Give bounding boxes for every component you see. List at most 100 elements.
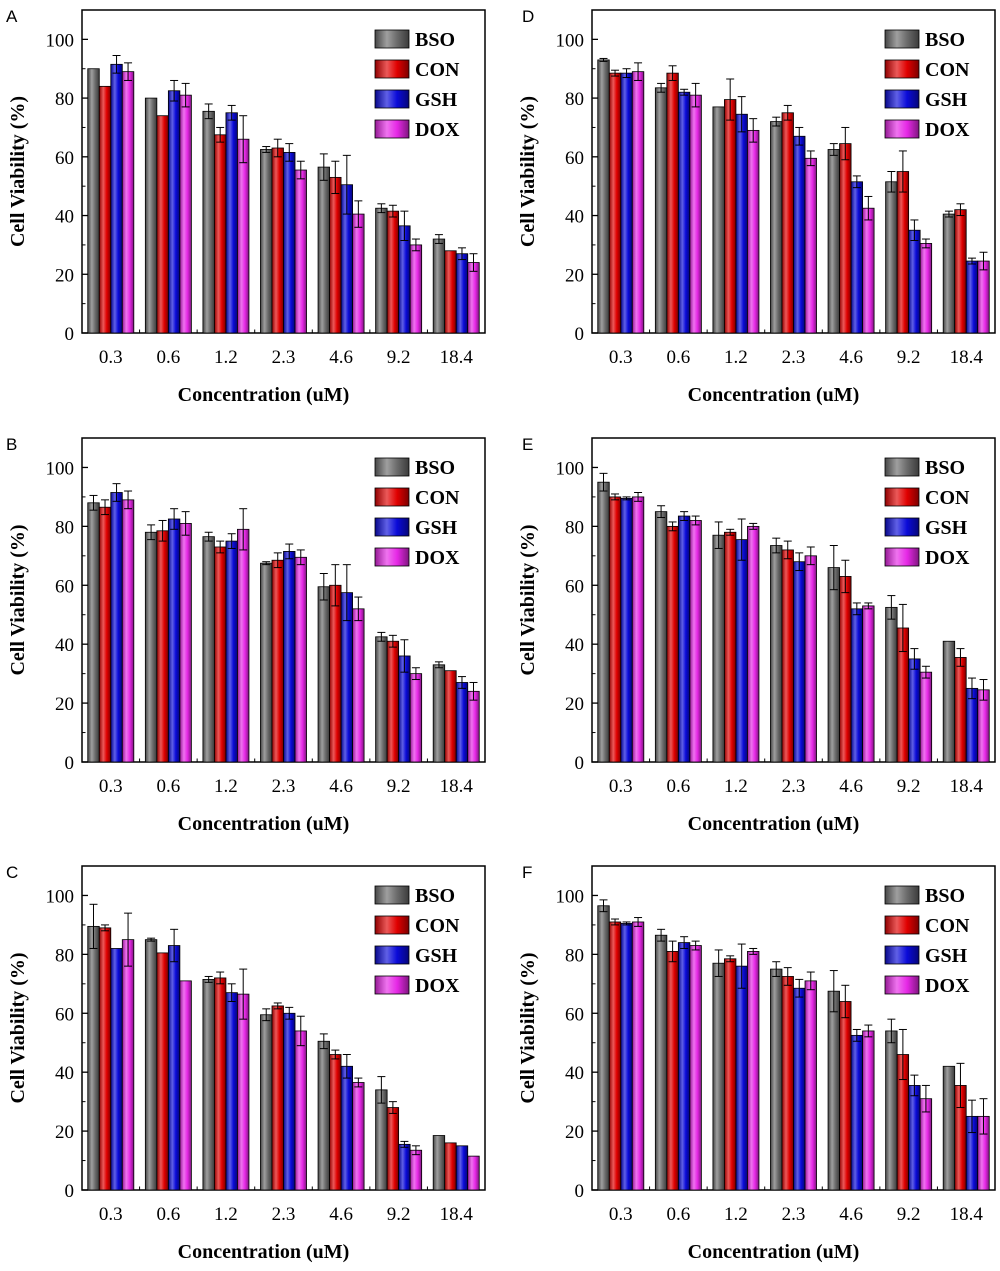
- series-dox: [631, 917, 990, 1191]
- legend-swatch-dox: [884, 975, 920, 995]
- bar-bso: [202, 110, 215, 334]
- legend: BSO CON GSH DOX: [884, 29, 970, 141]
- legend-swatch-con: [374, 59, 410, 79]
- bar-gsh: [965, 260, 979, 334]
- bar-con: [724, 958, 737, 1191]
- bar-con: [608, 921, 622, 1191]
- series-dox: [121, 62, 480, 334]
- bar-con: [329, 584, 342, 763]
- bar-gsh: [735, 539, 748, 763]
- bar-con: [329, 1054, 342, 1191]
- bar-bso: [317, 166, 330, 334]
- bar-gsh: [677, 942, 691, 1191]
- panel-letter: A: [6, 7, 18, 26]
- bar-con: [156, 952, 169, 1191]
- y-tick-label: 80: [55, 945, 74, 966]
- bar-con: [839, 1001, 852, 1191]
- bar-gsh: [620, 923, 633, 1191]
- y-axis-title: Cell Viability (%): [517, 524, 539, 675]
- bar-bso: [770, 545, 783, 763]
- legend-label-bso: BSO: [925, 457, 965, 479]
- panel-f: F 0 20 40 60 80 100 0.3 0.6 1.2 2.3 4.6 9.2 18.4 Conce…: [517, 863, 996, 1263]
- bar-bso: [712, 106, 725, 334]
- series-dox: [631, 491, 990, 763]
- x-tick-label: 0.3: [99, 347, 123, 368]
- bar-dox: [179, 523, 192, 763]
- bar-con: [954, 209, 967, 334]
- bar-con: [386, 640, 400, 763]
- legend-label-gsh: GSH: [925, 945, 968, 967]
- legend-label-con: CON: [415, 487, 460, 509]
- series-gsh: [110, 483, 469, 763]
- panel-a: A 0 20 40 60 80 100 0.3 0.6 1.2 2.3 4.6 9.2 18.4 Conce…: [6, 7, 486, 406]
- bar-con: [214, 546, 227, 763]
- bar-dox: [179, 980, 192, 1191]
- y-tick-label: 0: [65, 1181, 75, 1202]
- y-tick-label: 80: [55, 517, 74, 538]
- bar-bso: [885, 181, 898, 334]
- y-tick-label: 100: [556, 458, 585, 479]
- bar-con: [954, 657, 967, 763]
- x-tick-label: 0.6: [156, 347, 180, 368]
- x-tick-label: 9.2: [897, 1204, 921, 1225]
- bar-bso: [597, 59, 610, 334]
- bar-con: [329, 176, 342, 334]
- x-tick-label: 18.4: [950, 347, 984, 368]
- bar-bso: [202, 536, 215, 763]
- bar-con: [271, 1005, 284, 1191]
- bar-dox: [977, 260, 990, 334]
- legend-label-gsh: GSH: [415, 89, 458, 111]
- bar-dox: [352, 608, 365, 763]
- bar-con: [444, 670, 457, 763]
- y-tick-label: 20: [55, 1122, 74, 1143]
- bar-dox: [237, 138, 250, 334]
- bar-bso: [375, 1089, 388, 1191]
- y-tick-label: 20: [55, 694, 74, 715]
- bar-dox: [919, 243, 933, 334]
- bar-con: [666, 951, 679, 1191]
- series-dox: [631, 62, 990, 334]
- y-tick-label: 60: [565, 1004, 584, 1025]
- bar-gsh: [735, 113, 748, 334]
- legend-label-con: CON: [415, 915, 460, 937]
- bar-dox: [352, 1082, 365, 1191]
- legend-label-dox: DOX: [925, 119, 970, 141]
- x-tick-label: 2.3: [272, 1204, 296, 1225]
- x-tick-label: 18.4: [440, 776, 474, 797]
- legend-label-bso: BSO: [415, 885, 455, 907]
- bar-dox: [467, 1155, 480, 1191]
- legend-swatch-gsh: [884, 945, 920, 965]
- x-tick-label: 1.2: [214, 776, 238, 797]
- legend-label-dox: DOX: [415, 547, 460, 569]
- legend-swatch-bso: [884, 457, 920, 477]
- x-tick-label: 18.4: [950, 1204, 984, 1225]
- y-tick-label: 40: [55, 635, 74, 656]
- panel-letter: F: [522, 863, 532, 882]
- bar-con: [839, 576, 852, 763]
- legend-swatch-bso: [374, 457, 410, 477]
- legend: BSO CON GSH DOX: [374, 885, 460, 997]
- bar-bso: [827, 149, 840, 334]
- bar-gsh: [283, 1012, 296, 1191]
- legend-swatch-gsh: [884, 517, 920, 537]
- y-tick-label: 60: [565, 148, 584, 169]
- legend-label-bso: BSO: [415, 457, 455, 479]
- y-tick-label: 60: [55, 1004, 74, 1025]
- bar-con: [781, 549, 794, 763]
- x-axis-title: Concentration (uM): [688, 1241, 860, 1263]
- bar-dox: [352, 213, 365, 334]
- series-con: [608, 493, 967, 763]
- bar-bso: [885, 1030, 898, 1191]
- bar-dox: [862, 1030, 875, 1191]
- bar-dox: [121, 939, 135, 1191]
- bar-con: [666, 72, 679, 334]
- bar-dox: [237, 993, 250, 1191]
- legend-label-dox: DOX: [925, 975, 970, 997]
- y-tick-label: 20: [565, 265, 584, 286]
- bar-bso: [317, 1040, 330, 1191]
- bar-gsh: [850, 1034, 863, 1191]
- y-tick-label: 80: [55, 89, 74, 110]
- x-tick-label: 4.6: [839, 1204, 863, 1225]
- bar-bso: [827, 567, 840, 763]
